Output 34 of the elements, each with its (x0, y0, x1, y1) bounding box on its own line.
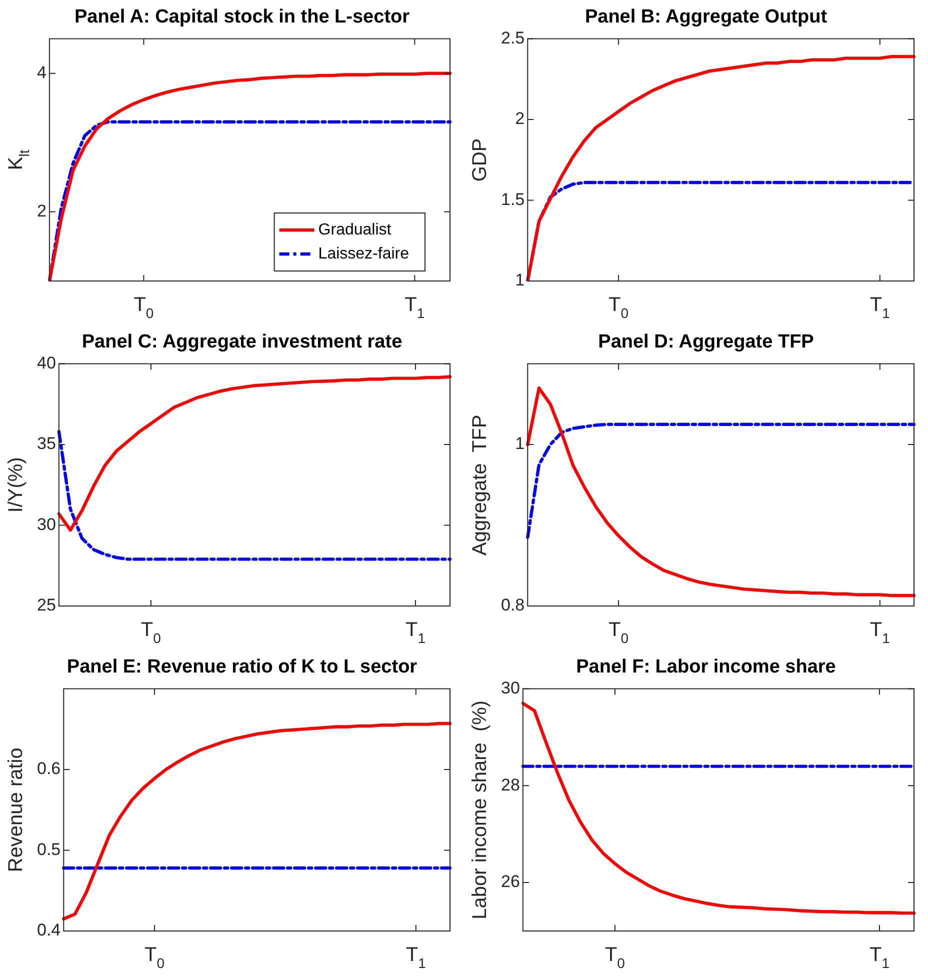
chart-title: Panel D: Aggregate TFP (598, 332, 814, 353)
y-axis-title: Revenue ratio (5, 748, 27, 872)
y-tick-label: 28 (500, 775, 520, 794)
y-tick-label: 1.5 (500, 190, 525, 209)
y-tick-label: 4 (36, 63, 46, 82)
y-tick-label: 40 (36, 353, 56, 372)
y-tick-label: 26 (500, 872, 520, 892)
chart-title: Panel A: Capital stock in the L-sector (74, 6, 410, 28)
y-axis-title: GDP (469, 138, 491, 182)
y-tick-label: 2 (36, 201, 46, 220)
chart-title: Panel C: Aggregate investment rate (82, 332, 402, 353)
legend-label: Laissez-faire (318, 245, 410, 262)
y-tick-label: 30 (500, 678, 520, 698)
y-tick-label: 1 (515, 434, 525, 454)
y-tick-label: 0.5 (36, 840, 61, 859)
y-tick-label: 0.6 (36, 759, 61, 778)
y-tick-label: 2.5 (500, 28, 525, 48)
y-axis-title: Aggregate TFP (469, 414, 491, 556)
y-axis-title: I/Y(%) (5, 457, 27, 513)
y-tick-label: 0.4 (36, 920, 61, 940)
y-tick-label: 0.8 (500, 596, 525, 615)
chart-title: Panel F: Labor income share (576, 656, 836, 678)
line-series (526, 422, 916, 539)
y-axis-title: Klt (5, 150, 32, 170)
chart-title: Panel B: Aggregate Output (584, 6, 828, 28)
y-tick-label: 2 (515, 109, 525, 128)
chart-title: Panel E: Revenue ratio of K to L sector (66, 656, 418, 678)
y-tick-label: 30 (36, 514, 56, 534)
legend-label: Gradualist (318, 221, 392, 238)
line-series (57, 430, 452, 561)
y-axis-title: Labor income share (%) (469, 700, 491, 920)
y-tick-label: 1 (515, 270, 525, 290)
y-tick-label: 35 (36, 434, 56, 454)
y-tick-label: 25 (36, 596, 56, 615)
